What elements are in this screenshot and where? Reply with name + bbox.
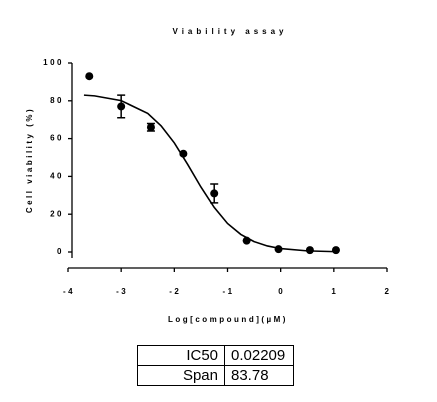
y-tick-label: 0 (57, 247, 64, 256)
data-point (274, 245, 283, 254)
table-row: IC50 0.02209 (137, 345, 294, 366)
x-tick-label: 2 (385, 287, 392, 296)
x-tick-label: -2 (169, 287, 181, 296)
x-tick-label: -3 (116, 287, 128, 296)
data-point (331, 246, 340, 255)
y-tick-label: 80 (50, 96, 64, 105)
y-axis-label: Cell viability (%) (25, 107, 34, 213)
y-tick-label: 100 (43, 58, 64, 67)
table-row: Span 83.78 (137, 365, 294, 386)
table-cell: 83.78 (224, 365, 294, 386)
table-cell: 0.02209 (224, 345, 294, 366)
chart: Viability assay Log[compound](µM) Cell v… (25, 27, 392, 324)
fit-curve (83, 94, 334, 253)
x-tick-label: 1 (331, 287, 338, 296)
data-point (117, 102, 126, 111)
chart-title: Viability assay (173, 27, 288, 36)
x-tick-label: 0 (278, 287, 285, 296)
data-point (179, 149, 188, 158)
x-tick-label: -1 (222, 287, 234, 296)
x-axis-label: Log[compound](µM) (168, 315, 288, 324)
data-point (85, 72, 94, 81)
data-point (210, 189, 219, 198)
y-tick-label: 60 (50, 134, 64, 143)
data-point (146, 123, 155, 132)
table-cell: IC50 (137, 345, 225, 366)
table-cell: Span (137, 365, 225, 386)
data-point (242, 236, 251, 245)
y-tick-label: 40 (50, 172, 64, 181)
data-point (305, 246, 314, 255)
results-table: IC50 0.02209 Span 83.78 (137, 345, 294, 386)
y-tick-label: 20 (50, 209, 64, 218)
x-tick-label: -4 (63, 287, 75, 296)
